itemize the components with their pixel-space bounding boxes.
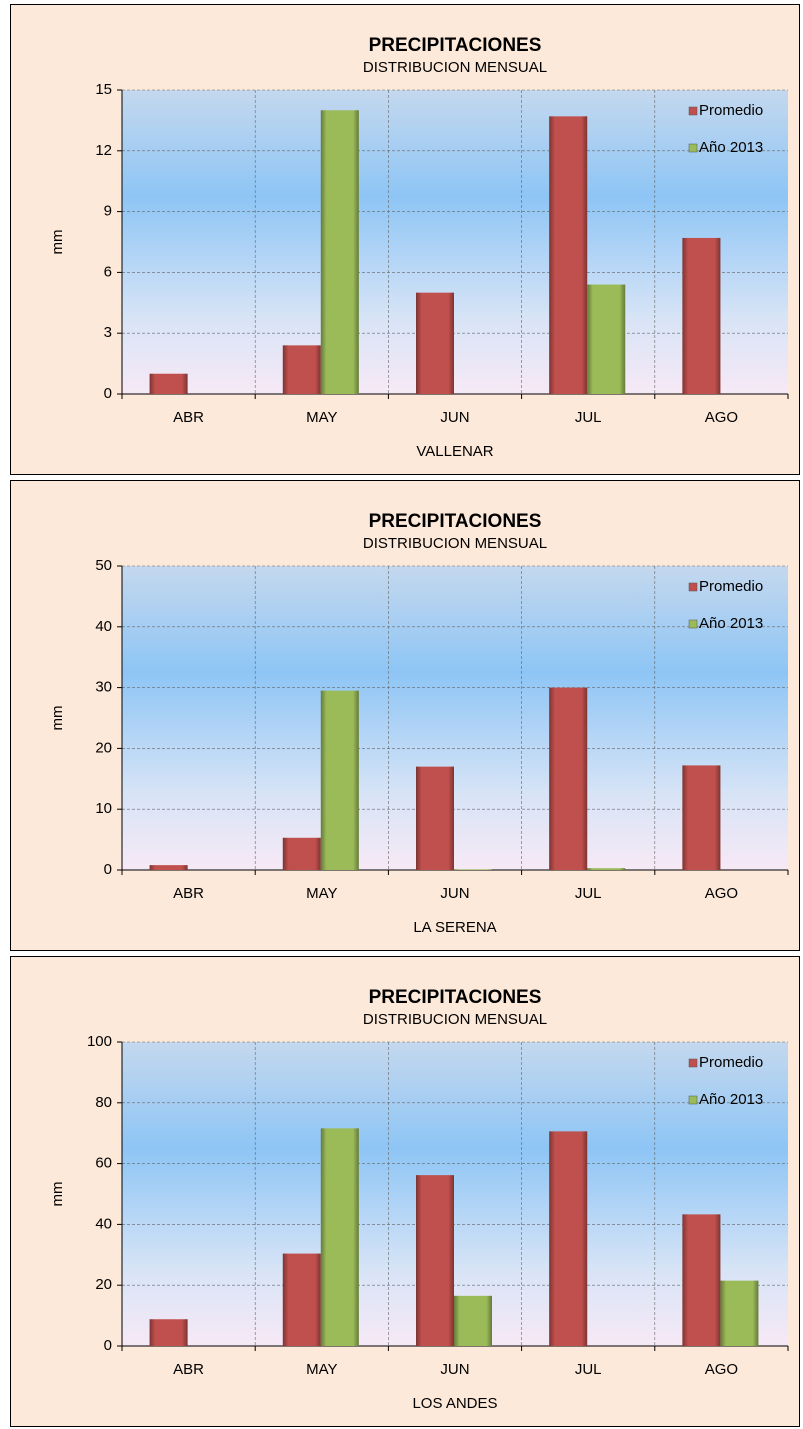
bar-shade	[149, 373, 188, 394]
y-tick-label: 20	[95, 1276, 112, 1293]
bar-shade	[587, 868, 626, 870]
legend-label: Promedio	[699, 578, 763, 595]
x-tick-label: JUL	[575, 885, 602, 902]
chart-panel: PRECIPITACIONES DISTRIBUCION MENSUAL 0 20 40…	[10, 956, 800, 1427]
plot-area	[122, 566, 788, 870]
bar-shade	[149, 865, 188, 870]
x-tick-label: AGO	[705, 885, 738, 902]
y-tick-label: 60	[95, 1155, 112, 1172]
chart-subtitle: DISTRIBUCION MENSUAL	[363, 1011, 547, 1028]
bar-shade	[149, 1319, 188, 1346]
chart-panel: PRECIPITACIONES DISTRIBUCION MENSUAL 0 3 6 9 1…	[10, 4, 800, 475]
x-tick-label: MAY	[306, 409, 337, 426]
x-tick-label: JUL	[575, 409, 602, 426]
legend-label: Año 2013	[699, 139, 763, 156]
chart-panel: PRECIPITACIONES DISTRIBUCION MENSUAL 0 10 20…	[10, 480, 800, 951]
legend-label: Promedio	[699, 102, 763, 119]
y-tick-label: 40	[95, 618, 112, 635]
plot-area	[122, 1042, 788, 1346]
x-axis-label: LOS ANDES	[412, 1395, 497, 1412]
y-tick-label: 80	[95, 1094, 112, 1111]
legend-label: Promedio	[699, 1054, 763, 1071]
x-tick-label: AGO	[705, 1361, 738, 1378]
x-axis-label: VALLENAR	[416, 443, 493, 460]
y-tick-label: 100	[87, 1033, 112, 1050]
bar-shade	[682, 237, 721, 394]
y-tick-label: 0	[104, 1337, 112, 1354]
bar-shade	[320, 690, 359, 870]
legend-swatch	[688, 143, 698, 153]
y-axis-label: mm	[49, 230, 66, 255]
y-tick-label: 3	[104, 324, 112, 341]
bar-shade	[416, 766, 454, 870]
chart-title: PRECIPITACIONES	[369, 511, 542, 532]
legend-swatch	[688, 1058, 698, 1068]
x-tick-label: ABR	[173, 885, 204, 902]
chart-subtitle: DISTRIBUCION MENSUAL	[363, 535, 547, 552]
x-tick-label: JUN	[440, 409, 469, 426]
bar-shade	[282, 837, 321, 870]
y-tick-label: 30	[95, 679, 112, 696]
legend-swatch	[688, 1095, 698, 1105]
x-tick-label: ABR	[173, 409, 204, 426]
bar-shade	[454, 1295, 492, 1346]
bar-shade	[682, 765, 721, 870]
bar-shade	[549, 687, 588, 870]
y-tick-label: 0	[104, 861, 112, 878]
bar-shade	[454, 869, 492, 870]
bar-shade	[320, 1128, 359, 1346]
x-axis-label: LA SERENA	[413, 919, 496, 936]
legend-swatch	[688, 106, 698, 116]
x-tick-label: JUN	[440, 1361, 469, 1378]
legend-swatch	[688, 619, 698, 629]
plot-area	[122, 90, 788, 394]
bar-shade	[416, 292, 454, 394]
bar-shade	[549, 116, 588, 394]
y-axis-label: mm	[49, 1182, 66, 1207]
bar-shade	[587, 284, 626, 394]
bar-shade	[720, 1280, 759, 1346]
y-tick-label: 10	[95, 800, 112, 817]
bar-shade	[549, 1131, 588, 1346]
x-tick-label: JUN	[440, 885, 469, 902]
y-tick-label: 0	[104, 385, 112, 402]
chart-title: PRECIPITACIONES	[369, 35, 542, 56]
x-tick-label: JUL	[575, 1361, 602, 1378]
y-tick-label: 50	[95, 557, 112, 574]
bar-shade	[416, 1175, 454, 1346]
x-tick-label: MAY	[306, 1361, 337, 1378]
chart-title: PRECIPITACIONES	[369, 987, 542, 1008]
legend-label: Año 2013	[699, 1091, 763, 1108]
y-tick-label: 9	[104, 203, 112, 220]
x-tick-label: MAY	[306, 885, 337, 902]
x-tick-label: ABR	[173, 1361, 204, 1378]
chart-subtitle: DISTRIBUCION MENSUAL	[363, 59, 547, 76]
bar-shade	[282, 1253, 321, 1346]
bar-shade	[682, 1214, 721, 1346]
y-axis-label: mm	[49, 706, 66, 731]
y-tick-label: 20	[95, 739, 112, 756]
x-tick-label: AGO	[705, 409, 738, 426]
y-tick-label: 40	[95, 1215, 112, 1232]
y-tick-label: 12	[95, 142, 112, 159]
legend-swatch	[688, 582, 698, 592]
y-tick-label: 15	[95, 81, 112, 98]
legend-label: Año 2013	[699, 615, 763, 632]
bar-shade	[282, 345, 321, 394]
y-tick-label: 6	[104, 263, 112, 280]
bar-shade	[320, 110, 359, 395]
